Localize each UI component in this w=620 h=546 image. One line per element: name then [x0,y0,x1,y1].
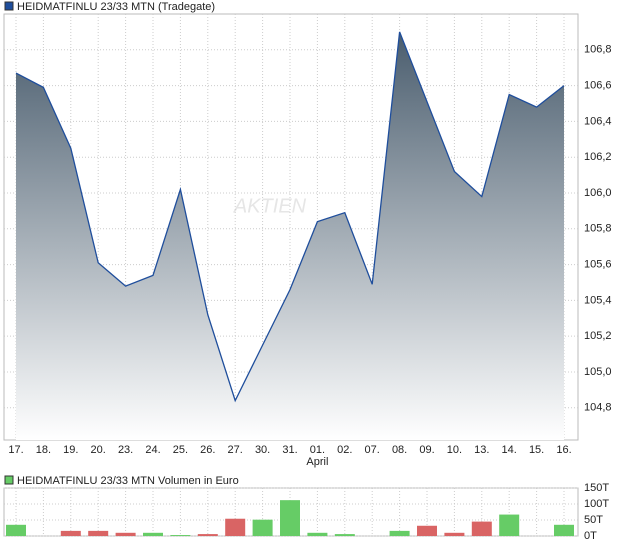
y-tick-label: 106,0 [584,187,612,199]
y-tick-label: 105,4 [584,294,612,306]
bar [280,500,300,536]
bar [115,532,136,536]
bar [60,530,81,536]
bar [471,521,492,536]
x-tick-label: 02. [337,444,352,456]
y-tick-label: 150T [584,482,609,494]
bar [444,532,465,536]
bar [334,534,355,536]
bar [307,532,328,536]
y-tick-label: 105,8 [584,223,612,235]
x-tick-label: 23. [118,444,133,456]
x-tick-label: 18. [36,444,51,456]
x-tick-label: 20. [91,444,106,456]
y-tick-label: 106,6 [584,80,612,92]
area [16,31,564,440]
x-tick-label: 13. [474,444,489,456]
legend-swatch [4,475,14,485]
x-tick-label: 31. [282,444,297,456]
y-tick-label: 106,4 [584,115,612,127]
bar [554,524,574,536]
watermark: AKTIEN [233,195,307,217]
legend-label: HEIDMATFINLU 23/33 MTN (Tradegate) [17,1,215,13]
y-tick-label: 0T [584,530,597,542]
bar [88,530,109,536]
x-tick-label: 27. [228,444,243,456]
x-tick-label: 24. [145,444,160,456]
x-tick-label: 16. [556,444,571,456]
bar [225,518,246,536]
x-month-label: April [306,456,328,468]
x-tick-label: 17. [8,444,23,456]
bar [499,514,520,536]
bar [417,525,437,536]
y-tick-label: 105,0 [584,366,612,378]
y-tick-label: 105,6 [584,258,612,270]
bar [389,530,410,536]
bar [6,524,26,536]
legend-label: HEIDMATFINLU 23/33 MTN Volumen in Euro [17,475,239,487]
line [15,31,565,403]
y-tick-label: 104,8 [584,402,612,414]
y-tick-label: 106,2 [584,151,612,163]
x-tick-label: 25. [173,444,188,456]
x-tick-label: 19. [63,444,78,456]
bar [143,532,163,536]
y-tick-label: 106,8 [584,44,612,56]
x-tick-label: 30. [255,444,270,456]
y-tick-label: 105,2 [584,330,612,342]
y-tick-label: 50T [584,514,603,526]
bar [197,534,218,536]
x-tick-label: 08. [392,444,407,456]
x-tick-label: 15. [529,444,544,456]
x-tick-label: 07. [365,444,380,456]
x-tick-label: 14. [502,444,517,456]
y-tick-label: 100T [584,498,609,510]
x-tick-label: 09. [419,444,434,456]
x-tick-label: 01. [310,444,325,456]
bar [170,535,191,536]
bar [252,519,273,536]
x-tick-label: 10. [447,444,462,456]
legend-swatch [4,1,14,11]
x-tick-label: 26. [200,444,215,456]
